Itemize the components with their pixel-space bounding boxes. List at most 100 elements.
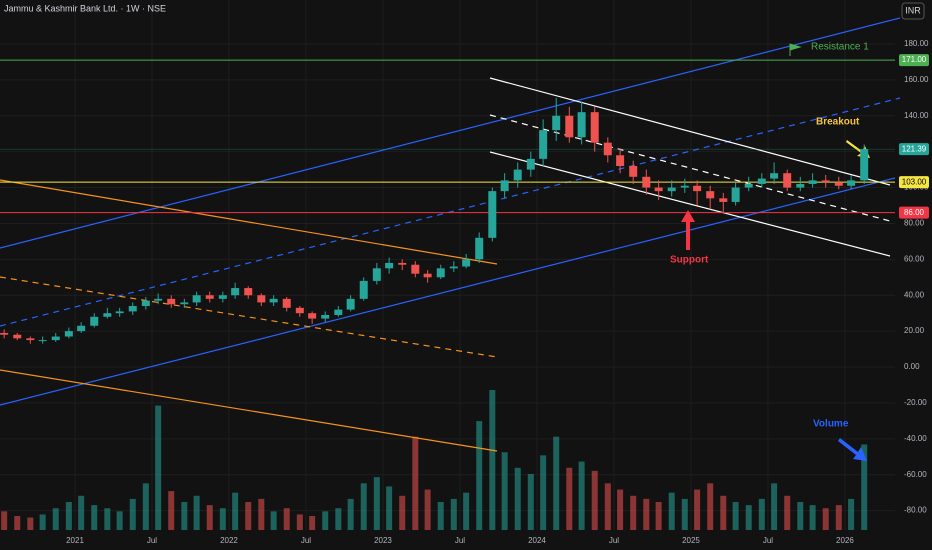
level-label: 121.39 [902, 144, 927, 153]
volume-bar [514, 467, 521, 530]
candle-body [359, 280, 368, 299]
level-label: 103.00 [902, 177, 927, 186]
candle-body [834, 182, 843, 186]
channel-line [0, 276, 498, 358]
channel-line [489, 77, 891, 186]
arrow [681, 210, 695, 250]
y-tick-label: 40.00 [904, 290, 925, 299]
volume-bar [155, 405, 162, 530]
currency-box [901, 2, 925, 20]
channel-line [0, 97, 901, 327]
channel-line [0, 179, 498, 265]
candle-body [616, 155, 625, 167]
candle-body [860, 149, 869, 181]
volume-bar [168, 491, 175, 530]
candle-body [398, 262, 407, 265]
candle-body [244, 288, 253, 296]
y-tick-label: 140.00 [904, 111, 929, 120]
volume-bar [771, 483, 778, 530]
candle-body [141, 300, 150, 307]
y-tick-label: -20.00 [904, 398, 927, 407]
volume-bar [476, 421, 483, 530]
y-tick-label: -40.00 [904, 434, 927, 443]
volume-bar [681, 498, 688, 530]
volume-bar [745, 505, 752, 530]
candle-body [77, 325, 86, 332]
volume-bar [591, 470, 598, 530]
channel-line [0, 17, 901, 249]
channel-line [489, 151, 891, 257]
level-label-box [899, 54, 929, 67]
volume-bar [822, 508, 829, 530]
volume-bar [412, 436, 419, 530]
candle-body [13, 334, 22, 339]
candle-body [192, 295, 201, 303]
volume-bar [1, 511, 8, 530]
candle-body [64, 331, 73, 337]
volume-bar [309, 516, 316, 530]
candle-body [218, 295, 227, 299]
candle-body [744, 183, 753, 188]
candle-body [231, 288, 240, 296]
candle-body [449, 266, 458, 269]
candle-body [603, 142, 612, 156]
volume-bar [206, 505, 213, 530]
candle-body [38, 340, 47, 342]
volume-bar [463, 492, 470, 530]
volume-bar [219, 508, 226, 530]
volume-bar [694, 489, 701, 530]
volume-bar [386, 486, 393, 530]
y-tick-label: -60.00 [904, 470, 927, 479]
arrow [838, 438, 867, 461]
volume-bar [373, 477, 380, 530]
volume-bar [566, 467, 573, 530]
candle-body [706, 191, 715, 199]
candle-body [308, 313, 317, 319]
x-tick-label: Jul [147, 536, 157, 545]
currency: INR [905, 5, 921, 15]
volume-bar [39, 514, 46, 530]
candle-body [667, 187, 676, 192]
volume-bar [129, 498, 136, 530]
flag [789, 43, 802, 56]
volume-bar [116, 511, 123, 530]
volume-bar [232, 492, 239, 530]
candle-body [321, 314, 330, 319]
volume-bar [707, 483, 714, 530]
level-label-box [899, 206, 929, 219]
volume-bar [424, 489, 431, 530]
candle-body [513, 169, 522, 181]
candle-body [436, 268, 445, 278]
candle-body [90, 316, 99, 326]
volume-bar [258, 498, 265, 530]
volume-bar [142, 483, 149, 530]
annotation: Support [670, 255, 709, 266]
level-label: 86.00 [904, 208, 925, 217]
volume-bar [193, 495, 200, 530]
x-tick-label: Jul [301, 536, 311, 545]
y-tick-label: -80.00 [904, 506, 927, 515]
candle-body [565, 115, 574, 138]
volume-bar [732, 502, 739, 530]
volume-bar [322, 511, 329, 530]
candle-body [500, 180, 509, 192]
candle-body [51, 336, 60, 341]
candle-body [552, 115, 561, 131]
candle-body [423, 273, 432, 278]
x-tick-label: 2024 [528, 536, 546, 545]
candle-body [115, 311, 124, 314]
volume-bar [52, 508, 59, 530]
annotation-arrows [681, 43, 870, 461]
annotation: Volume [813, 419, 849, 430]
annotation: Resistance 1 [811, 42, 869, 53]
candle-body [26, 338, 35, 341]
x-tick-label: 2022 [220, 536, 238, 545]
volume-bar [758, 498, 765, 530]
y-tick-label: 160.00 [904, 75, 929, 84]
candle-body [680, 185, 689, 188]
volume-bar [27, 517, 34, 530]
volume-bar [655, 502, 662, 530]
volume-bar [797, 502, 804, 530]
